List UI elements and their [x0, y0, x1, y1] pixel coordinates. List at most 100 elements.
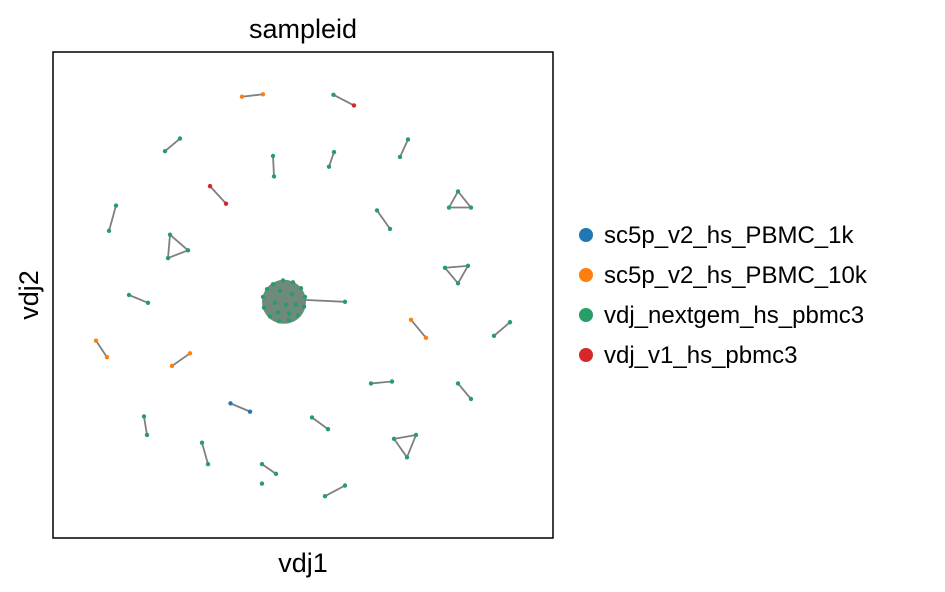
scatter-point	[228, 401, 233, 406]
scatter-point	[293, 302, 299, 307]
graph-edge	[108, 205, 117, 232]
scatter-point	[260, 92, 266, 97]
scatter-point	[413, 432, 419, 438]
scatter-point	[126, 292, 132, 298]
scatter-point	[397, 154, 403, 160]
x-axis-label: vdj1	[278, 548, 328, 578]
scatter-point	[446, 205, 452, 210]
plot-area	[52, 51, 554, 539]
scatter-point	[261, 305, 267, 310]
points-layer	[93, 92, 513, 499]
scatter-point	[223, 201, 229, 206]
scatter-point	[455, 281, 461, 286]
scatter-point	[289, 291, 295, 297]
legend: sc5p_v2_hs_PBMC_1k sc5p_v2_hs_PBMC_10kvdj…	[579, 222, 868, 369]
scatter-point	[259, 481, 265, 486]
scatter-point	[326, 164, 332, 169]
scatter-point	[331, 92, 336, 97]
edges-layer	[95, 93, 511, 497]
scatter-point	[455, 189, 461, 194]
scatter-point	[290, 280, 296, 285]
graph-edge	[95, 340, 108, 358]
graph-edge	[241, 93, 264, 98]
scatter-point	[391, 436, 397, 442]
scatter-point	[331, 149, 337, 155]
scatter-point	[507, 320, 513, 325]
scatter-point	[283, 302, 289, 307]
scatter-point	[325, 426, 331, 432]
scatter-point	[468, 396, 474, 402]
graph-edge	[393, 438, 408, 458]
scatter-point	[342, 483, 348, 488]
graph-edge	[333, 93, 355, 107]
scatter-point	[468, 205, 474, 210]
scatter-point	[93, 338, 99, 343]
legend-marker	[579, 308, 593, 322]
graph-edge	[167, 234, 171, 259]
scatter-point	[286, 318, 292, 323]
scatter-point	[144, 432, 150, 438]
scatter-point	[104, 355, 110, 360]
legend-marker	[579, 268, 593, 282]
scatter-point	[162, 148, 168, 154]
legend-marker	[579, 228, 593, 242]
graph-edge	[209, 185, 227, 205]
scatter-point	[276, 319, 282, 324]
graph-edge	[448, 191, 459, 208]
scatter-point	[277, 288, 283, 294]
scatter-point	[205, 461, 211, 467]
graph-edge	[376, 209, 391, 230]
scatter-point	[239, 94, 245, 99]
scatter-point	[368, 381, 374, 386]
scatter-point	[309, 415, 315, 420]
legend-label: sc5p_v2_hs_PBMC_1k	[604, 222, 854, 249]
graph-edge	[493, 321, 511, 337]
scatter-point	[165, 255, 171, 261]
scatter-point	[442, 265, 448, 270]
scatter-point	[273, 471, 279, 477]
scatter-point	[177, 136, 183, 141]
scatter-point	[145, 300, 151, 305]
graph-edge	[169, 234, 189, 251]
graph-edge	[128, 294, 149, 304]
legend-marker	[579, 348, 593, 362]
graph-edge	[167, 249, 189, 259]
graph-edge	[457, 382, 472, 400]
scatter-point	[271, 174, 277, 179]
graph-edge	[324, 484, 346, 497]
graph-edge	[370, 380, 393, 385]
scatter-point	[270, 282, 276, 287]
graph-edge	[261, 463, 277, 475]
scatter-point	[286, 311, 292, 316]
scatter-point	[169, 363, 175, 369]
scatter-point	[374, 208, 380, 213]
scatter-point	[260, 294, 266, 300]
scatter-point	[295, 313, 301, 318]
graph-edge	[444, 264, 469, 269]
scatter-point	[275, 310, 281, 315]
graph-edge	[311, 416, 329, 430]
scatter-point	[267, 314, 273, 319]
graph-edge	[444, 267, 459, 284]
legend-label: vdj_nextgem_hs_pbmc3	[604, 302, 864, 329]
scatter-point	[301, 304, 307, 309]
y-axis-label: vdj2	[14, 270, 44, 320]
graph-edge	[457, 190, 472, 209]
scatter-point	[387, 226, 393, 232]
scatter-point	[455, 381, 461, 386]
scatter-point	[270, 153, 276, 159]
scatter-point	[185, 248, 191, 253]
scatter-point	[167, 232, 173, 237]
graph-edge	[164, 137, 181, 152]
scatter-point	[113, 203, 119, 208]
scatter-point	[405, 137, 411, 142]
scatter-point	[141, 414, 147, 419]
chart-title: sampleid	[249, 14, 357, 44]
scatter-point	[259, 461, 265, 467]
scatter-point	[465, 263, 471, 269]
graph-edge	[410, 319, 427, 339]
scatter-point	[408, 317, 414, 322]
scatter-point	[106, 228, 112, 234]
scatter-point	[404, 455, 410, 460]
